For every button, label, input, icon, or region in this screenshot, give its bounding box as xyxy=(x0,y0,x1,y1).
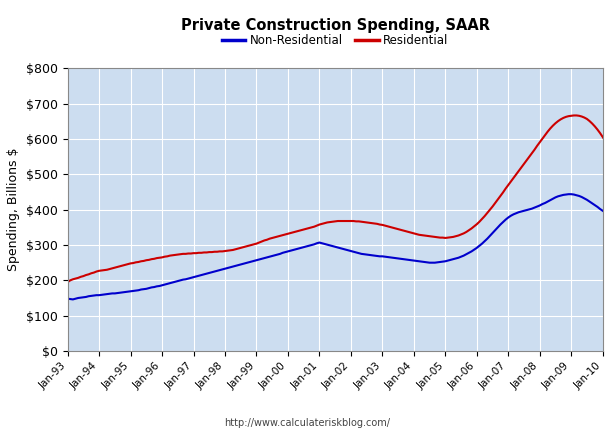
Line: Non-Residential: Non-Residential xyxy=(68,194,615,300)
Line: Residential: Residential xyxy=(68,116,615,282)
Residential xyxy=(66,278,74,283)
Title: Private Construction Spending, SAAR: Private Construction Spending, SAAR xyxy=(181,18,490,33)
Residential xyxy=(64,279,71,285)
Non-Residential xyxy=(547,198,554,203)
Residential xyxy=(570,113,577,118)
Non-Residential xyxy=(531,205,538,210)
Residential xyxy=(544,129,551,134)
Non-Residential xyxy=(565,192,573,197)
Non-Residential xyxy=(66,297,74,302)
Non-Residential xyxy=(64,296,71,301)
Non-Residential xyxy=(533,204,541,209)
Y-axis label: Spending, Billions $: Spending, Billions $ xyxy=(7,148,20,271)
Residential xyxy=(531,147,538,152)
Legend: Non-Residential, Residential: Non-Residential, Residential xyxy=(217,29,453,52)
Text: http://www.calculateriskblog.com/: http://www.calculateriskblog.com/ xyxy=(224,418,391,428)
Non-Residential xyxy=(69,297,77,302)
Residential xyxy=(528,151,536,156)
